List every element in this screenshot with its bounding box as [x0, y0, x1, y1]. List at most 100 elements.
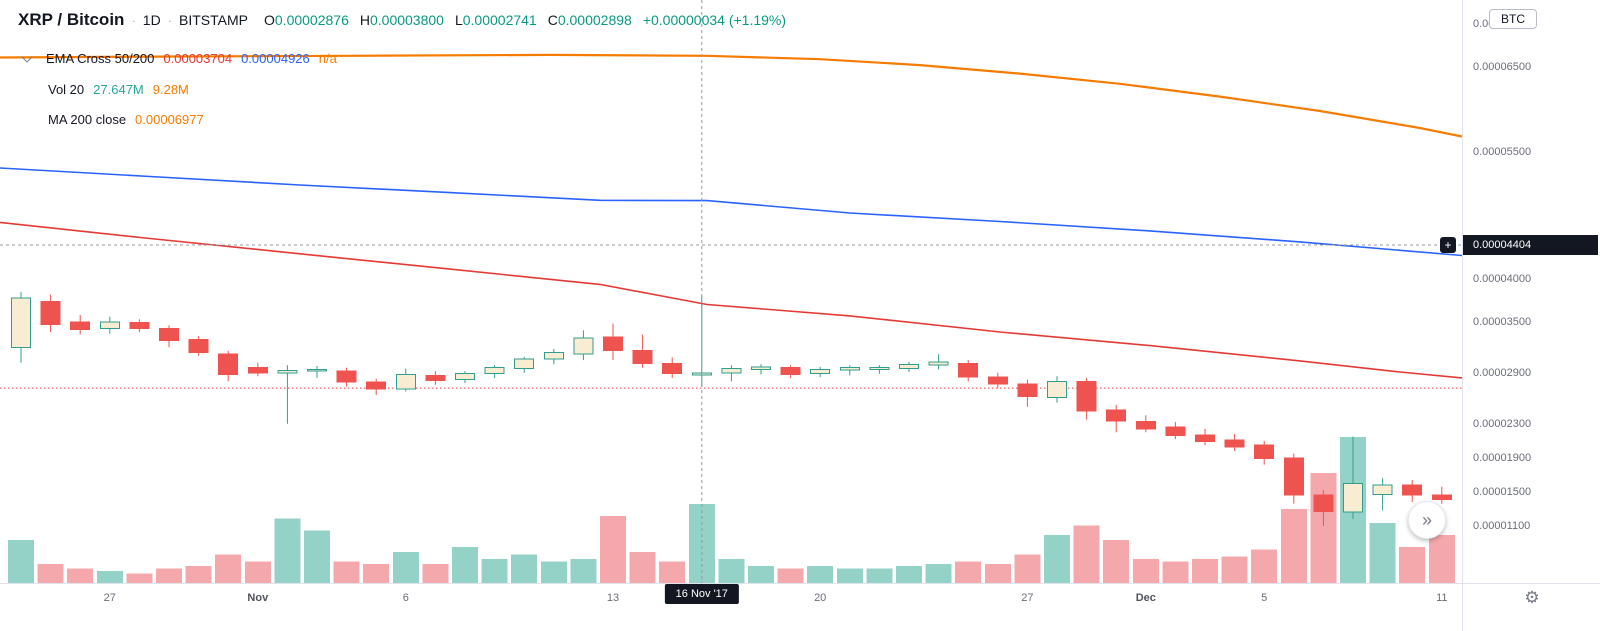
- volume-bar: [1428, 535, 1455, 583]
- candle-body: [721, 368, 742, 374]
- scroll-to-recent-button[interactable]: »: [1408, 501, 1446, 539]
- candle-body: [1017, 383, 1038, 398]
- price-axis[interactable]: 0.000070000.000065000.000055000.00004000…: [1462, 0, 1600, 583]
- candle-body: [1431, 494, 1452, 500]
- candle-body: [810, 368, 831, 375]
- separator-dot: ·: [167, 12, 173, 28]
- volume-bar: [748, 566, 774, 583]
- ma200-value: 0.00006977: [135, 111, 204, 127]
- volume-bar: [955, 561, 982, 583]
- candle-body: [218, 353, 239, 376]
- volume-bar: [96, 571, 123, 583]
- volume-bar: [1192, 559, 1218, 583]
- price-tick: 0.00006500: [1473, 60, 1532, 73]
- candle-body: [1283, 457, 1304, 496]
- time-tick: Dec: [1135, 592, 1156, 604]
- candle-body: [632, 350, 653, 364]
- volume-bar: [1399, 547, 1426, 583]
- candle-body: [899, 363, 919, 369]
- candle-body: [987, 376, 1008, 385]
- change-value: +0.00000034 (+1.19%): [642, 12, 787, 28]
- ema-50-line: [0, 221, 1462, 379]
- open-value: O0.00002876: [264, 12, 349, 28]
- legend-ema-cross[interactable]: EMA Cross 50/200 0.00003704 0.00004926 n…: [16, 48, 337, 68]
- candle-body: [1313, 494, 1334, 512]
- candle-body: [1165, 426, 1186, 437]
- volume-bar: [452, 547, 478, 583]
- candle-body: [514, 358, 535, 370]
- axis-corner-cell: ⚙: [1462, 583, 1600, 631]
- gear-icon[interactable]: ⚙: [1524, 588, 1540, 607]
- time-tick: 6: [402, 592, 409, 604]
- candle-body: [1372, 484, 1393, 495]
- candle-body: [543, 351, 564, 360]
- candle-body: [425, 374, 446, 381]
- low-value: L0.00002741: [454, 12, 537, 28]
- chart-canvas[interactable]: [0, 0, 1462, 583]
- candle-body: [455, 373, 475, 381]
- price-tick: 0.00001500: [1473, 485, 1532, 498]
- volume-bar: [896, 566, 922, 583]
- volume-bar: [126, 573, 153, 583]
- ema-cross-label[interactable]: EMA Cross 50/200: [46, 50, 155, 66]
- candle-body: [1076, 380, 1097, 412]
- high-value: H0.00003800: [359, 12, 444, 28]
- ema-cross-na-value: n/a: [318, 50, 337, 66]
- volume-bar: [37, 563, 64, 583]
- volume-bar: [540, 561, 567, 583]
- candle-body: [1047, 380, 1067, 398]
- add-alert-plus-icon[interactable]: +: [1440, 237, 1456, 253]
- legend-volume[interactable]: Vol 20 27.647M 9.28M: [48, 79, 189, 99]
- ohlc-values: O0.00002876 H0.00003800 L0.00002741 C0.0…: [264, 12, 632, 28]
- price-tick: 0.00004000: [1473, 273, 1532, 286]
- volume-bar: [511, 554, 538, 583]
- ema50-value: 0.00003704: [163, 50, 233, 66]
- volume-bar: [984, 563, 1011, 583]
- volume-value: 27.647M: [93, 81, 144, 97]
- time-tick: 27: [103, 592, 116, 604]
- symbol-title[interactable]: XRP / Bitcoin: [18, 10, 125, 29]
- volume-bar: [304, 530, 330, 583]
- candle-body: [336, 370, 357, 383]
- candle-body: [958, 363, 979, 378]
- legend-ma200[interactable]: MA 200 close 0.00006977: [48, 109, 204, 129]
- chart-header: XRP / Bitcoin · 1D · BITSTAMP O0.0000287…: [18, 10, 786, 30]
- candle-body: [484, 367, 505, 375]
- volume-bar: [777, 568, 804, 583]
- interval-label[interactable]: 1D: [142, 12, 161, 28]
- candle-body: [395, 374, 416, 390]
- candle-body: [573, 337, 594, 355]
- volume-bar: [629, 551, 656, 583]
- candle-body: [247, 367, 268, 374]
- price-tick: 0.00001100: [1473, 519, 1531, 532]
- volume-bar: [1221, 556, 1248, 583]
- candle-body: [839, 367, 860, 371]
- price-tick: 0.00002300: [1473, 417, 1532, 430]
- volume-bar: [600, 516, 626, 583]
- volume-ma-value: 9.28M: [152, 81, 189, 97]
- candle-body: [1135, 420, 1156, 430]
- volume-bar: [8, 539, 34, 583]
- candle-body: [1254, 444, 1275, 460]
- price-tick: 0.00003500: [1473, 315, 1532, 328]
- candle-body: [1402, 484, 1423, 496]
- ema200-value: 0.00004926: [241, 50, 310, 66]
- volume-label[interactable]: Vol 20: [48, 81, 85, 97]
- ema-200-line: [0, 167, 1462, 257]
- volume-bar: [1044, 535, 1070, 583]
- price-tick: 0.00001900: [1473, 451, 1532, 464]
- volume-bar: [718, 559, 745, 583]
- ma-200-line: [0, 53, 1462, 138]
- candle-body: [188, 339, 209, 353]
- currency-toggle-button[interactable]: BTC: [1489, 9, 1537, 29]
- volume-bar: [1310, 472, 1337, 583]
- ma200-label[interactable]: MA 200 close: [48, 111, 127, 127]
- chevron-down-icon[interactable]: [16, 49, 38, 67]
- time-tick: 5: [1261, 592, 1268, 604]
- candle-body: [1195, 434, 1215, 443]
- volume-bar: [185, 566, 212, 583]
- volume-bar: [1162, 561, 1189, 583]
- candle-body: [1224, 439, 1245, 448]
- volume-bar: [1251, 549, 1278, 583]
- candle-body: [99, 321, 120, 330]
